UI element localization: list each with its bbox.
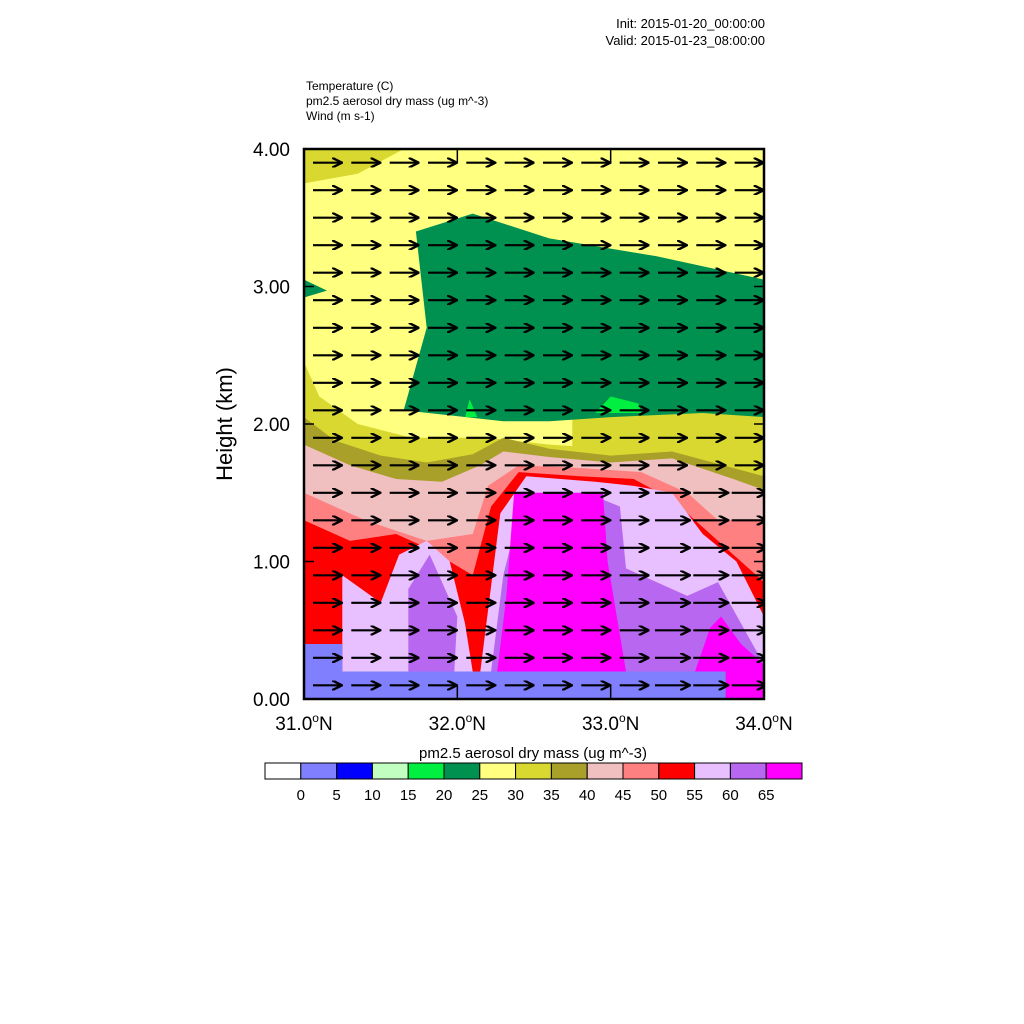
- colorbar-box: [264, 762, 302, 780]
- colorbar-tick-label: 40: [579, 787, 596, 804]
- x-tick-label: 32.0oN: [429, 711, 486, 735]
- colorbar-tick-label: 55: [686, 787, 703, 804]
- colorbar-box: [765, 762, 803, 780]
- colorbar-tick-label: 25: [471, 787, 488, 804]
- init-time: Init: 2015-01-20_00:00:00: [616, 16, 765, 31]
- colorbar-box: [622, 762, 660, 780]
- colorbar-tick-label: 35: [543, 787, 560, 804]
- axes: 0.00 1.00 2.00 3.00 4.00 31.0oN 32.0oN 33.0oN 34…: [253, 140, 793, 735]
- colorbar-box: [550, 762, 588, 780]
- colorbar-label: pm2.5 aerosol dry mass (ug m^-3): [419, 745, 647, 762]
- contour-region-5: [465, 399, 478, 418]
- variable-temperature: Temperature (C): [306, 79, 394, 93]
- x-tick-label: 33.0oN: [582, 711, 639, 735]
- colorbar-box: [729, 762, 767, 780]
- colorbar-box: [300, 762, 338, 780]
- colorbar-box: [658, 762, 696, 780]
- y-tick-label: 4.00: [253, 140, 290, 161]
- variable-pm25: pm2.5 aerosol dry mass (ug m^-3): [306, 94, 489, 108]
- colorbar-box: [515, 762, 552, 780]
- y-tick-label: 1.00: [253, 553, 290, 574]
- colorbar-tick-label: 45: [615, 787, 632, 804]
- colorbar-tick-label: 15: [400, 787, 417, 804]
- x-tick-label: 31.0oN: [275, 711, 332, 735]
- contour-region-19: [725, 660, 764, 699]
- variable-wind: Wind (m s-1): [306, 109, 375, 123]
- contour-region-1: [304, 149, 404, 184]
- y-tick-label: 3.00: [253, 278, 290, 299]
- x-tick-label: 34.0oN: [735, 711, 792, 735]
- colorbar: 0 5 10 15 20 25 30 35 40 45 50 55 60 65: [264, 762, 803, 804]
- contour-region-3: [403, 213, 764, 422]
- colorbar-tick-label: 10: [364, 787, 381, 804]
- contour-region-14: [408, 554, 458, 672]
- colorbar-tick-label: 65: [758, 787, 775, 804]
- colorbar-tick-label: 20: [436, 787, 453, 804]
- colorbar-box: [371, 762, 409, 780]
- contour-region-4: [304, 279, 327, 298]
- pm25-fill: [304, 149, 764, 699]
- colorbar-tick-label: 5: [332, 787, 340, 804]
- colorbar-tick-label: 30: [507, 787, 524, 804]
- colorbar-tick-label: 50: [650, 787, 667, 804]
- y-tick-label: 2.00: [253, 415, 290, 436]
- colorbar-box: [479, 762, 517, 780]
- colorbar-tick-label: 0: [297, 787, 305, 804]
- colorbar-box: [407, 762, 445, 780]
- colorbar-tick-label: 60: [722, 787, 739, 804]
- colorbar-box: [443, 762, 481, 780]
- colorbar-box: [336, 762, 373, 780]
- y-axis-label: Height (km): [212, 367, 237, 481]
- colorbar-box: [586, 762, 624, 780]
- valid-time: Valid: 2015-01-23_08:00:00: [605, 33, 766, 48]
- colorbar-box: [694, 762, 731, 780]
- y-tick-label: 0.00: [253, 690, 290, 711]
- wind-vectors: [313, 163, 764, 686]
